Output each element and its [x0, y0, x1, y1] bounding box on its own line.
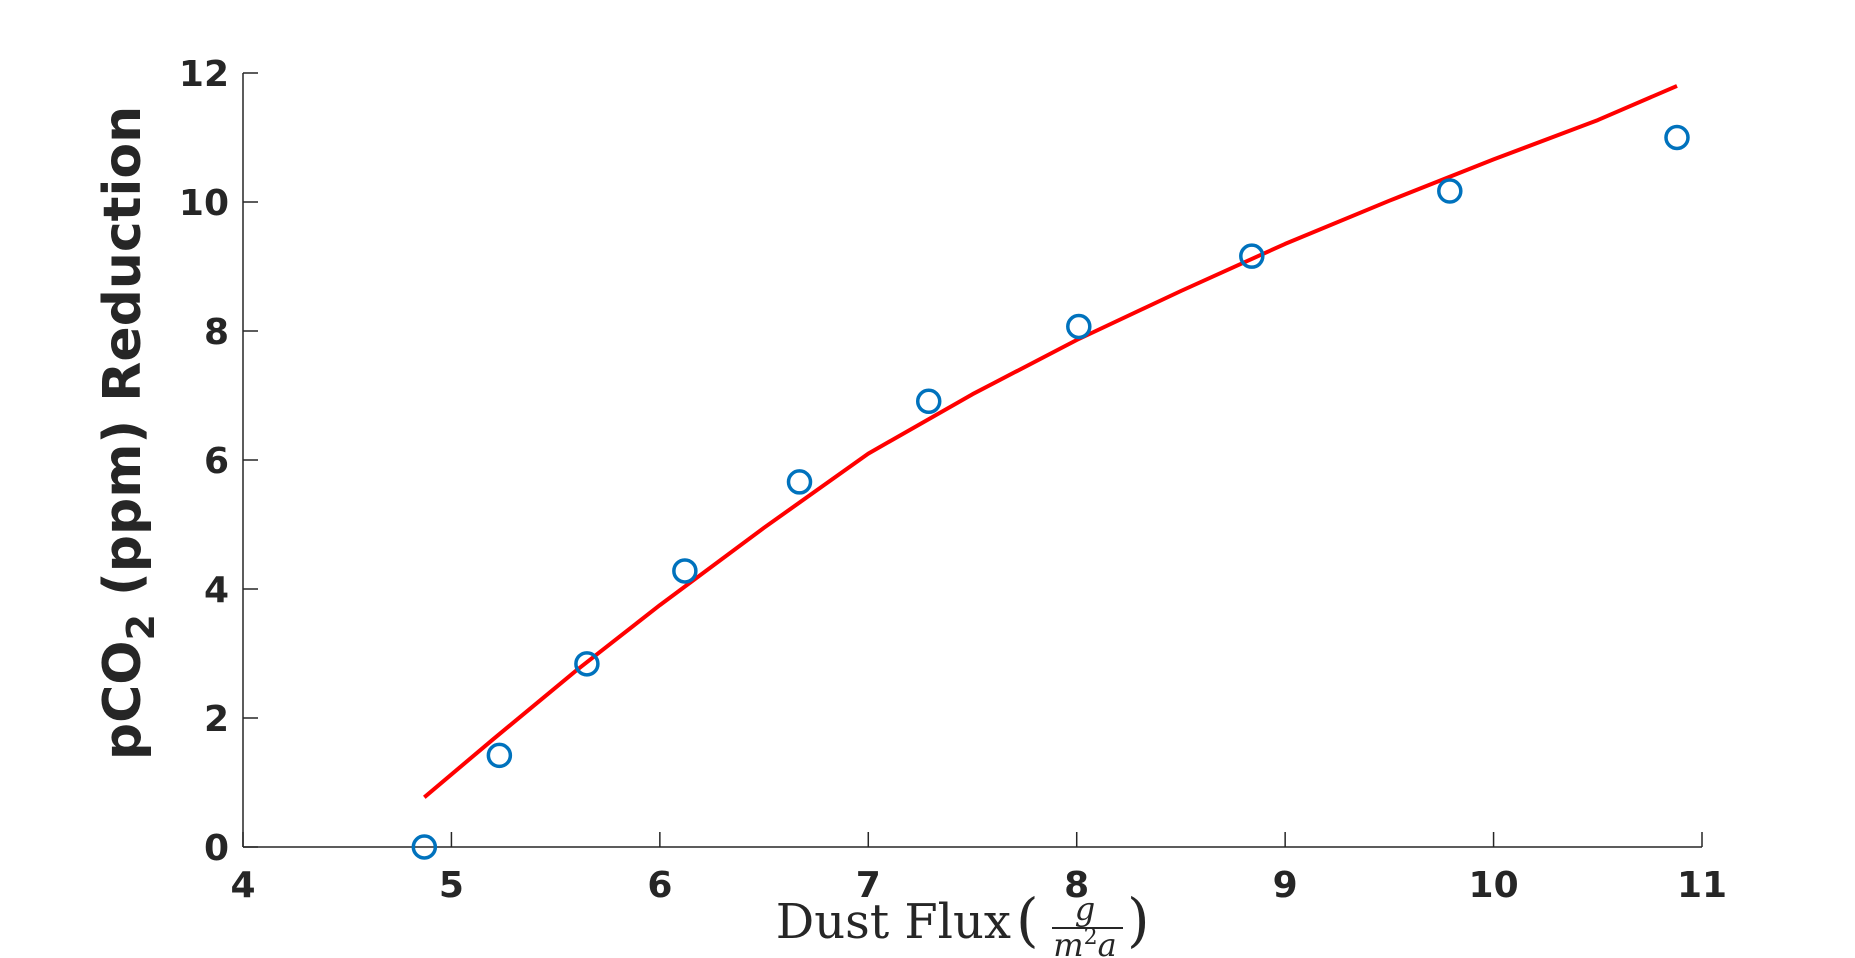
x-tick-label: 4: [230, 865, 255, 906]
y-tick-label: 2: [204, 699, 229, 740]
x-tick-label: 7: [856, 865, 881, 906]
axes: 4 5 6 7 8 9 10 11 0 2 4 6 8 10 12: [179, 54, 1727, 906]
x-tick-label: 9: [1273, 865, 1298, 906]
y-tick-label: 0: [204, 828, 229, 869]
y-tick-label: 4: [204, 570, 229, 611]
y-tick-label: 6: [204, 441, 229, 482]
data-point: [1437, 178, 1463, 204]
data-point: [786, 469, 813, 495]
y-tick-label: 12: [179, 54, 229, 95]
scatter-points-layer: [411, 124, 1690, 860]
data-point: [574, 651, 600, 677]
x-tick-label: 8: [1064, 865, 1089, 906]
x-axis-unit-numerator: g: [1075, 890, 1095, 928]
data-point: [672, 558, 698, 584]
y-tick-label: 8: [204, 312, 229, 353]
data-point: [1066, 313, 1092, 340]
data-point: [915, 388, 942, 415]
x-axis-label-open-paren: (: [1016, 886, 1039, 954]
y-tick-label: 10: [179, 183, 229, 224]
data-point: [411, 834, 438, 860]
fit-curve: [423, 84, 1678, 799]
fit-line-layer: [423, 84, 1678, 799]
data-point: [1664, 124, 1690, 151]
x-axis-label: Dust Flux ( g m2a ): [776, 886, 1150, 958]
y-axis-label: pCO2 (ppm) Reduction: [93, 106, 163, 760]
x-axis-unit-denominator: m2a: [1053, 925, 1116, 958]
x-tick-label: 10: [1469, 865, 1519, 906]
data-point: [486, 742, 513, 769]
x-axis-label-close-paren: ): [1127, 886, 1150, 954]
data-point: [1239, 243, 1265, 269]
x-tick-label: 5: [439, 865, 464, 906]
x-tick-label: 6: [647, 865, 672, 906]
x-axis-label-text: Dust Flux: [776, 894, 1011, 950]
x-tick-label: 11: [1677, 865, 1727, 906]
